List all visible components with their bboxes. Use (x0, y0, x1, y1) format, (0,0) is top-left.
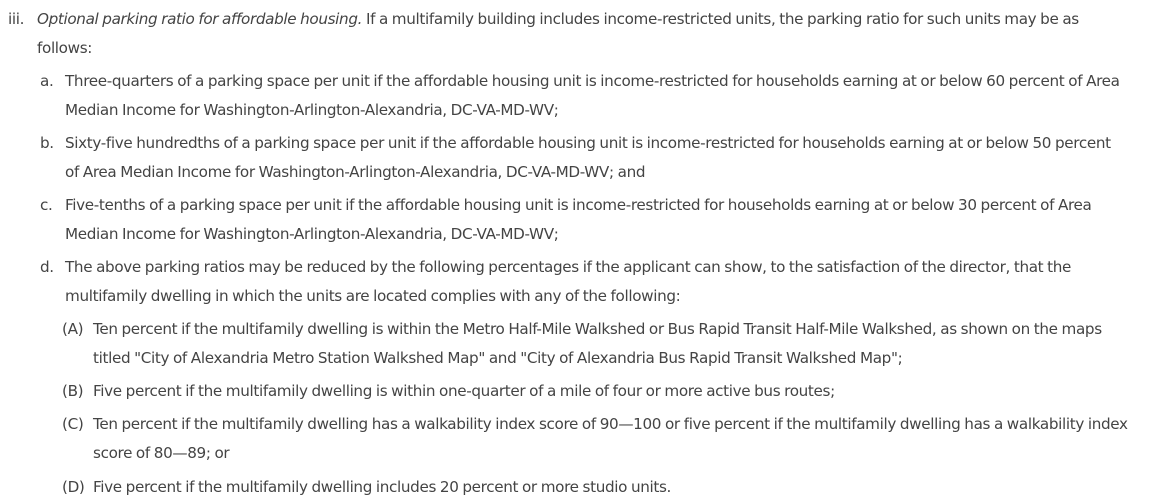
section-first-line: Optional parking ratio for affordable ho… (37, 9, 1079, 29)
list-item-text: Five-tenths of a parking space per unit … (65, 196, 1092, 214)
sub-list-item-marker: (B) (62, 382, 84, 400)
sub-list-item-text: score of 80—89; or (93, 444, 230, 462)
list-item-text: The above parking ratios may be reduced … (65, 258, 1072, 276)
list-item-marker: d. (40, 258, 54, 276)
list-item-marker: b. (40, 134, 54, 152)
sub-list-item-marker: (A) (62, 320, 84, 338)
section-heading: Optional parking ratio for affordable ho… (37, 10, 363, 28)
list-item-text: of Area Median Income for Washington-Arl… (65, 163, 646, 181)
sub-list-item-text: Five percent if the multifamily dwelling… (93, 382, 835, 400)
section-text: If a multifamily building includes incom… (362, 10, 1079, 28)
list-item-text: Median Income for Washington-Arlington-A… (65, 101, 559, 119)
section-marker: iii. (8, 10, 25, 28)
sub-list-item-text: Ten percent if the multifamily dwelling … (93, 320, 1102, 338)
sub-list-item-marker: (D) (62, 478, 85, 496)
list-item-text: Three-quarters of a parking space per un… (65, 72, 1120, 90)
list-item-marker: a. (40, 72, 54, 90)
sub-list-item-text: Five percent if the multifamily dwelling… (93, 478, 672, 496)
sub-list-item-marker: (C) (62, 415, 84, 433)
list-item-marker: c. (40, 196, 53, 214)
list-item-text: Sixty-five hundredths of a parking space… (65, 134, 1111, 152)
section-text-continued: follows: (37, 39, 93, 57)
sub-list-item-text: titled "City of Alexandria Metro Station… (93, 349, 903, 367)
list-item-text: multifamily dwelling in which the units … (65, 287, 681, 305)
list-item-text: Median Income for Washington-Arlington-A… (65, 225, 559, 243)
sub-list-item-text: Ten percent if the multifamily dwelling … (93, 415, 1128, 433)
